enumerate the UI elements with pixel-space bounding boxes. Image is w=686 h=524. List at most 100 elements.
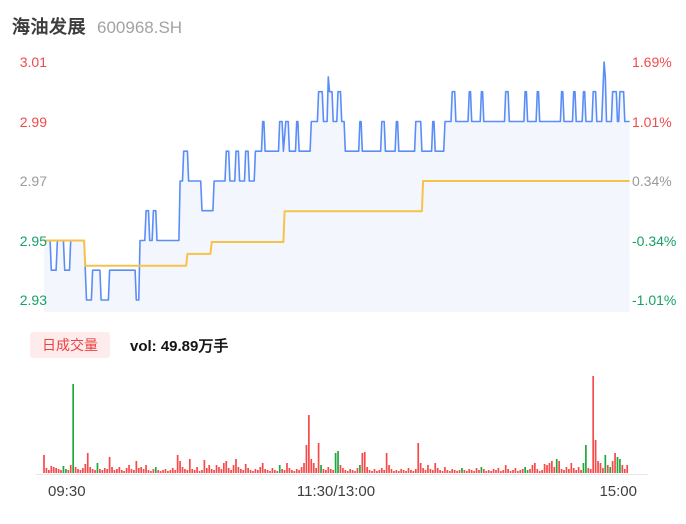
volume-bar bbox=[538, 471, 541, 473]
volume-bar bbox=[388, 465, 390, 473]
daily-volume-badge[interactable]: 日成交量 bbox=[30, 332, 110, 358]
volume-bar bbox=[130, 469, 133, 473]
volume-bar bbox=[526, 470, 529, 473]
volume-bar bbox=[116, 469, 118, 473]
volume-bar bbox=[259, 467, 262, 473]
volume-bar bbox=[118, 467, 121, 473]
volume-bar bbox=[499, 471, 502, 473]
volume-bar bbox=[218, 467, 220, 473]
volume-bar bbox=[120, 470, 123, 473]
volume-bar bbox=[614, 453, 616, 473]
volume-bar bbox=[295, 469, 298, 473]
volume-bar bbox=[103, 468, 106, 473]
volume-bar bbox=[623, 469, 626, 473]
volume-bar bbox=[162, 470, 164, 473]
volume-bar bbox=[410, 470, 412, 473]
price-line bbox=[44, 61, 630, 301]
volume-bar bbox=[551, 461, 553, 473]
volume-bar bbox=[191, 469, 194, 473]
volume-bar bbox=[541, 470, 543, 473]
volume-bar bbox=[186, 470, 189, 473]
price-area-fill bbox=[44, 62, 630, 312]
volume-bar bbox=[283, 470, 286, 473]
volume-bar bbox=[133, 470, 135, 473]
volume-bar bbox=[184, 469, 186, 473]
volume-bar bbox=[208, 465, 211, 473]
price-tick-3: 2.95 bbox=[19, 232, 47, 249]
volume-bar bbox=[108, 457, 111, 473]
volume-bar bbox=[86, 453, 89, 473]
stock-name: 海油发展 bbox=[12, 17, 86, 37]
volume-bar bbox=[390, 469, 393, 473]
volume-bar bbox=[43, 455, 45, 473]
volume-bar bbox=[325, 470, 327, 473]
volume-bar bbox=[553, 467, 556, 473]
percent-tick-0: 1.69% bbox=[632, 54, 672, 70]
volume-bar bbox=[193, 470, 196, 473]
volume-bar bbox=[441, 471, 444, 473]
time-tick-0930: 09:30 bbox=[48, 483, 86, 500]
volume-bar bbox=[96, 463, 99, 473]
volume-bar bbox=[543, 464, 546, 473]
volume-bar bbox=[555, 459, 558, 473]
volume-bar bbox=[293, 471, 296, 473]
volume-bar bbox=[470, 470, 473, 473]
volume-bar bbox=[480, 467, 483, 473]
volume-bar bbox=[45, 468, 48, 473]
volume-bar bbox=[320, 465, 322, 473]
volume-bar bbox=[589, 469, 592, 473]
volume-bar bbox=[592, 376, 595, 473]
volume-bar bbox=[354, 471, 356, 473]
volume-bar bbox=[337, 451, 339, 473]
volume-bar bbox=[490, 471, 492, 473]
volume-bar bbox=[266, 470, 269, 473]
volume-bar bbox=[572, 468, 575, 473]
price-tick-2: 2.97 bbox=[19, 173, 47, 189]
volume-bar bbox=[312, 463, 315, 473]
volume-bar bbox=[599, 463, 602, 473]
volume-bar bbox=[439, 470, 441, 473]
volume-bar bbox=[560, 469, 563, 473]
volume-bar bbox=[123, 471, 126, 473]
volume-bar bbox=[385, 453, 388, 473]
volume-bar bbox=[453, 470, 456, 473]
volume-bar bbox=[565, 467, 568, 473]
volume-bar bbox=[417, 443, 420, 473]
price-tick-0: 3.01 bbox=[19, 54, 47, 70]
volume-bar bbox=[602, 468, 604, 473]
volume-bar bbox=[485, 471, 488, 473]
volume-bar bbox=[356, 468, 359, 473]
volume-bar bbox=[140, 467, 143, 473]
volume-bar bbox=[475, 468, 478, 473]
volume-bar bbox=[531, 465, 534, 473]
volume-bar bbox=[465, 471, 468, 473]
volume-bar bbox=[291, 470, 293, 473]
volume-bar bbox=[419, 463, 422, 473]
volume-bar bbox=[597, 461, 599, 473]
volume-bar bbox=[402, 470, 405, 473]
volume-bar bbox=[463, 470, 466, 473]
volume-bar bbox=[278, 465, 281, 473]
volume-bar bbox=[334, 453, 337, 473]
volume-bar bbox=[344, 470, 347, 473]
volume-bar bbox=[346, 471, 349, 473]
volume-bar bbox=[137, 468, 140, 473]
volume-bar bbox=[62, 466, 65, 473]
time-tick-1130-1300: 11:30/13:00 bbox=[296, 483, 376, 500]
volume-bar bbox=[621, 465, 624, 473]
volume-bar bbox=[164, 469, 167, 473]
volume-bar bbox=[414, 469, 417, 473]
time-tick-1500: 15:00 bbox=[599, 483, 637, 500]
volume-bar bbox=[339, 465, 342, 473]
volume-bar bbox=[82, 468, 84, 473]
volume-bar bbox=[329, 469, 332, 473]
volume-bar bbox=[332, 470, 335, 473]
volume-bar bbox=[188, 459, 191, 473]
price-tick-1: 2.99 bbox=[19, 113, 47, 130]
volume-bar bbox=[169, 470, 172, 473]
volume-bar bbox=[274, 470, 276, 473]
volume-bar bbox=[524, 467, 526, 473]
volume-bar bbox=[407, 468, 410, 473]
volume-bar bbox=[434, 463, 437, 473]
